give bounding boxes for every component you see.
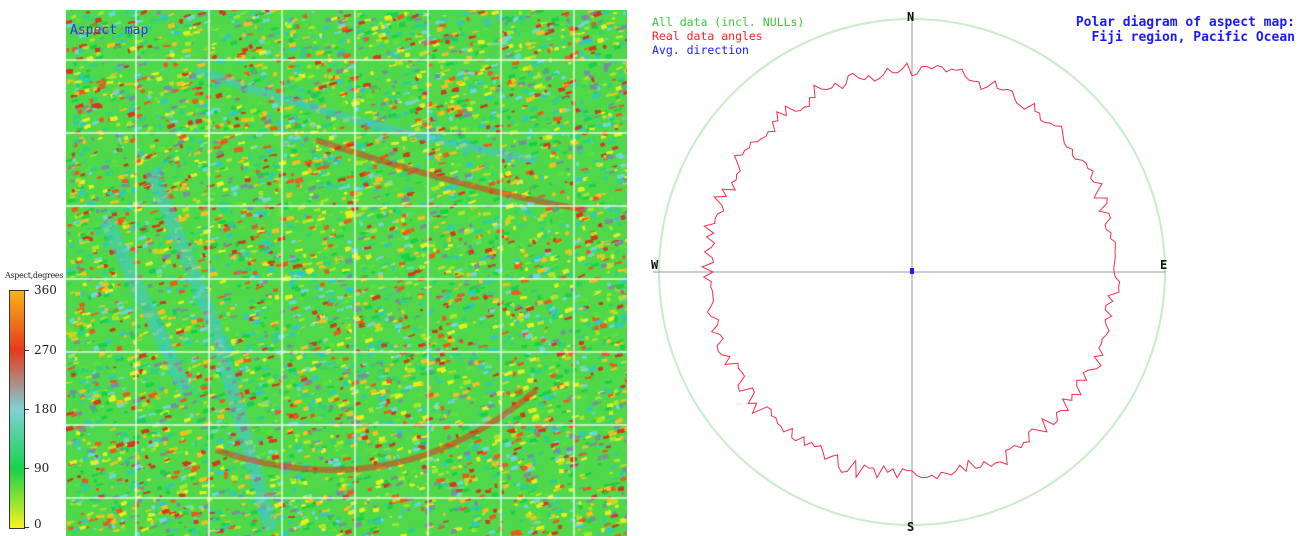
compass-south-label: S (907, 520, 915, 534)
legend-real-data: Real data angles (652, 29, 763, 43)
colorbar-tick-label: 90 (34, 461, 50, 475)
polar-diagram (653, 14, 1166, 530)
colorbar-title: Aspect,degrees (5, 271, 64, 280)
colorbar-tick-label: 180 (34, 402, 57, 416)
polar-title-line1: Polar diagram of aspect map: (1075, 15, 1295, 30)
colorbar (9, 290, 25, 529)
polar-title: Polar diagram of aspect map: Fiji region… (1076, 15, 1295, 45)
map-title: Aspect map (70, 23, 149, 38)
compass-west-label: W (651, 258, 659, 272)
colorbar-tick-mark (25, 527, 29, 528)
aspect-map[interactable]: Aspect map (66, 10, 627, 536)
colorbar-tick-label: 270 (34, 343, 57, 357)
legend-avg-direction: Avg. direction (652, 43, 749, 57)
polar-legend: All data (incl. NULLs) Real data angles … (652, 15, 804, 57)
colorbar-tick-mark (25, 350, 29, 351)
avg-direction-marker (910, 268, 914, 274)
colorbar-tick-mark (25, 468, 29, 469)
colorbar-tick-label: 0 (34, 517, 42, 531)
colorbar-tick-label: 360 (34, 283, 57, 297)
colorbar-tick-mark (25, 409, 29, 410)
legend-all-data: All data (incl. NULLs) (652, 15, 805, 29)
compass-north-label: N (907, 10, 915, 24)
colorbar-tick-mark (25, 290, 29, 291)
compass-east-label: E (1160, 258, 1168, 272)
polar-title-line2: Fiji region, Pacific Ocean (1091, 30, 1296, 45)
real-data-angles-curve (700, 62, 1121, 480)
aspect-map-raster (66, 10, 627, 536)
